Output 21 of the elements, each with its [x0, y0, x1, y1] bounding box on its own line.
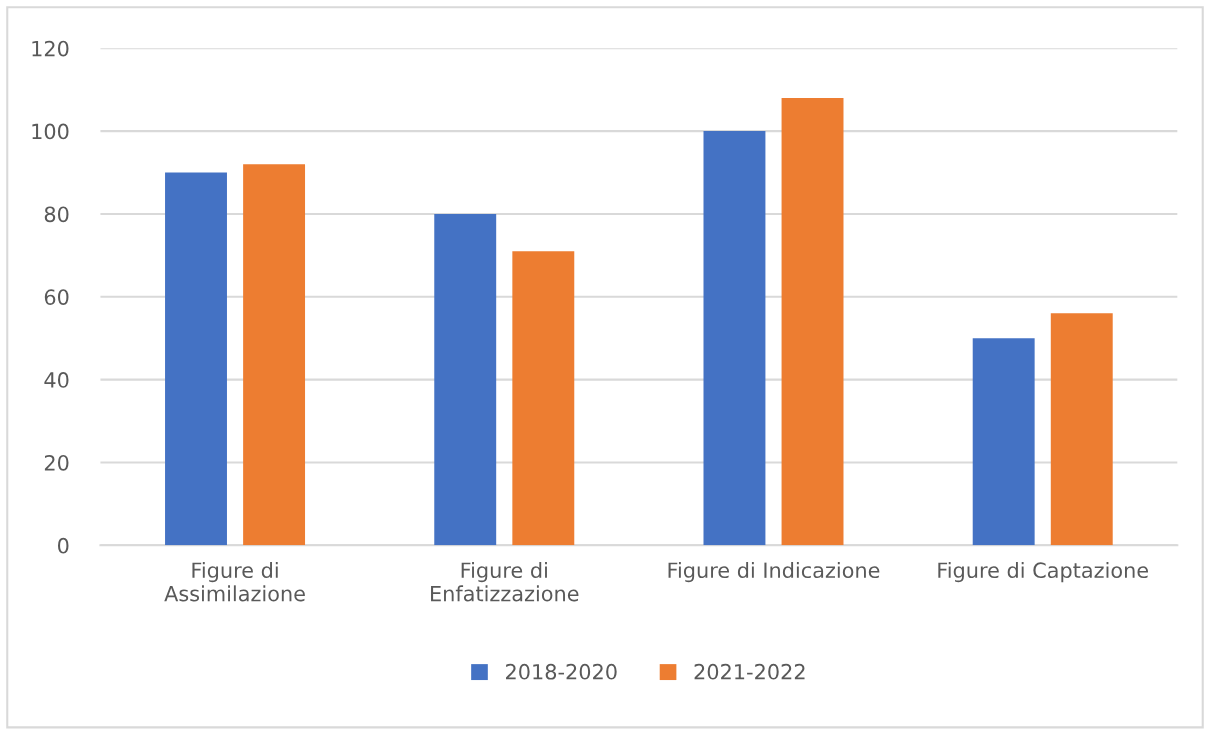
legend-label: 2021-2022 [694, 663, 805, 680]
bar [1050, 313, 1113, 546]
x-tick-label: Figure di Captazione [938, 561, 1149, 583]
bar [972, 338, 1035, 546]
x-tick-label: Figure di Enfatizzazione [431, 561, 579, 602]
bar [243, 164, 306, 546]
y-tick-label: 120 [32, 40, 69, 57]
bar [165, 172, 227, 546]
y-tick-label: 60 [44, 289, 69, 305]
bar [434, 213, 497, 546]
bar [703, 131, 766, 546]
bar [512, 251, 575, 546]
x-tick-label: Figure di Indicazione [668, 561, 880, 583]
y-tick-label: 100 [32, 123, 69, 140]
legend-label: 2018-2020 [506, 663, 617, 680]
bar [781, 97, 844, 546]
y-tick-label: 80 [44, 206, 69, 223]
x-tick-label: Figure di Assimilazione [164, 561, 305, 602]
y-tick-label: 40 [44, 372, 69, 388]
y-tick-label: 20 [44, 454, 69, 471]
y-tick-label: 0 [57, 537, 69, 554]
